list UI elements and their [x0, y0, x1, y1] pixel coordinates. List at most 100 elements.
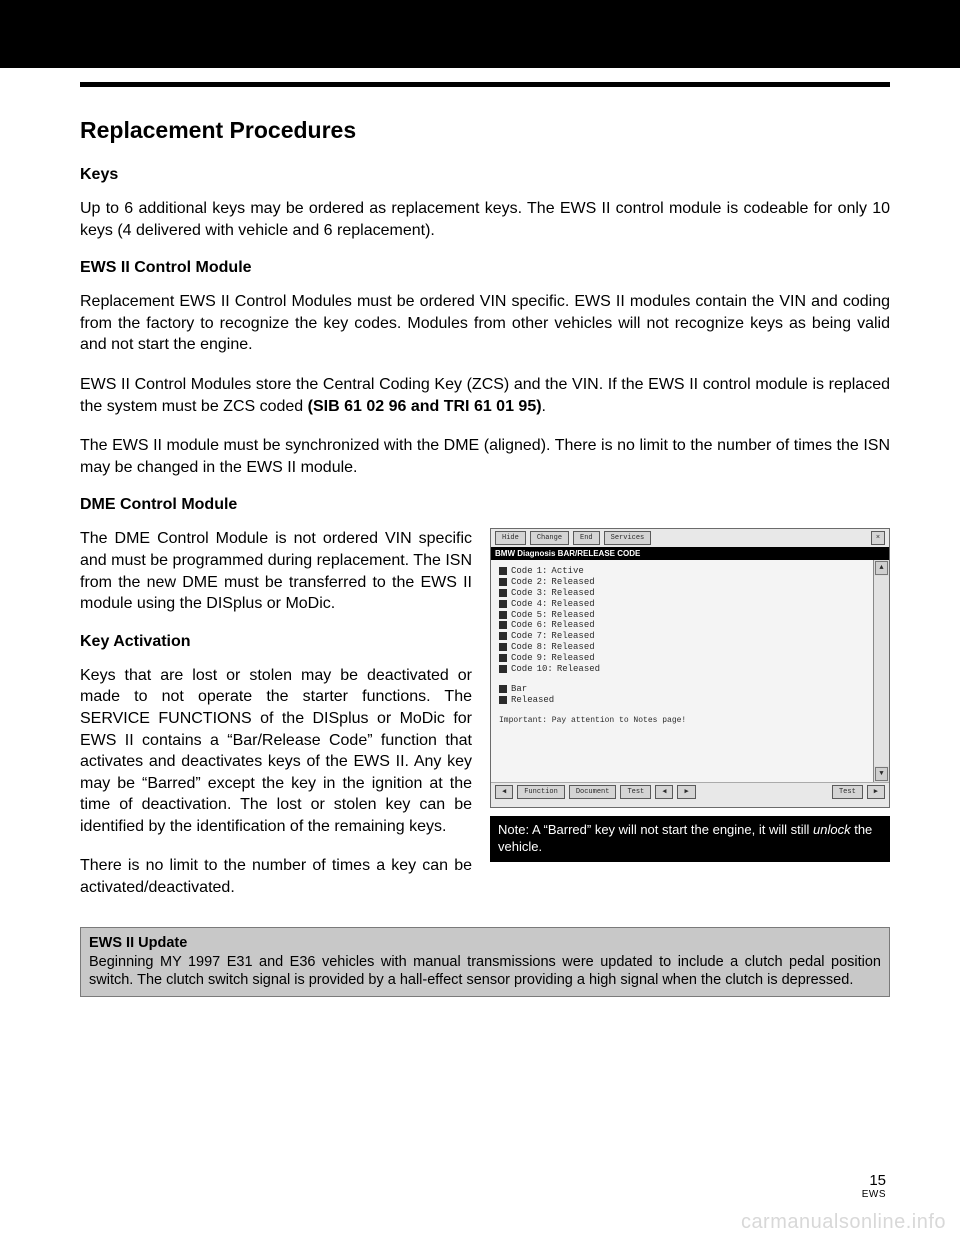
heading-dme: DME Control Module — [80, 496, 890, 514]
code-n: 8: — [537, 642, 548, 653]
ss-arrow-left[interactable]: ◀ — [495, 785, 513, 799]
diagnostic-screenshot: Hide Change End Services × BMW Diagnosis… — [490, 528, 890, 808]
code-icon — [499, 600, 507, 608]
ss-arrow-left2[interactable]: ◀ — [655, 785, 673, 799]
code-status: Released — [551, 653, 594, 664]
watermark: carmanualsonline.info — [741, 1211, 946, 1234]
ss-btn-end[interactable]: End — [573, 531, 600, 545]
code-n: 5: — [537, 610, 548, 621]
code-status: Released — [557, 664, 600, 675]
update-body: Beginning MY 1997 E31 and E36 vehicles w… — [89, 954, 881, 989]
code-label: Code — [511, 653, 533, 664]
code-status: Active — [551, 566, 583, 577]
code-list: Code1:Active Code2:Released Code3:Releas… — [499, 566, 865, 674]
legend-bar-text: Bar — [511, 684, 527, 695]
code-icon — [499, 665, 507, 673]
screenshot-caption: Note: A “Barred” key will not start the … — [490, 816, 890, 862]
code-status: Released — [551, 588, 594, 599]
code-icon — [499, 632, 507, 640]
code-icon — [499, 567, 507, 575]
ss-btn-close[interactable]: × — [871, 531, 885, 545]
code-icon — [499, 589, 507, 597]
paragraph-ews-1: Replacement EWS II Control Modules must … — [80, 291, 890, 356]
code-row: Code 3:Released — [499, 588, 865, 599]
code-label: Code — [511, 566, 533, 577]
page: Replacement Procedures Keys Up to 6 addi… — [0, 0, 960, 1242]
ss-btn-function[interactable]: Function — [517, 785, 565, 799]
code-status: Released — [551, 610, 594, 621]
page-number: 15 — [862, 1172, 886, 1189]
scroll-up-icon[interactable]: ▲ — [875, 561, 888, 575]
screenshot-titlebar: BMW Diagnosis BAR/RELEASE CODE — [491, 547, 889, 560]
caption-em: unlock — [813, 822, 851, 837]
ss-btn-hide[interactable]: Hide — [495, 531, 526, 545]
ss-btn-change[interactable]: Change — [530, 531, 569, 545]
update-lead: EWS II Update — [89, 935, 187, 951]
code-status: Released — [551, 631, 594, 642]
paragraph-ka-2: There is no limit to the number of times… — [80, 855, 472, 898]
heading-key-activation: Key Activation — [80, 633, 472, 651]
content-frame: Replacement Procedures Keys Up to 6 addi… — [80, 82, 890, 997]
legend-icon — [499, 696, 507, 704]
scroll-track[interactable] — [874, 576, 889, 766]
paragraph-ews-2: EWS II Control Modules store the Central… — [80, 374, 890, 417]
code-row: Code 1:Active — [499, 566, 865, 577]
footer-system: EWS — [862, 1189, 886, 1200]
code-n: 2: — [537, 577, 548, 588]
code-n: 10: — [537, 664, 553, 675]
code-row: Code 6:Released — [499, 620, 865, 631]
paragraph-ews-2b: (SIB 61 02 96 and TRI 61 01 95) — [308, 398, 542, 415]
code-label: Code — [511, 588, 533, 599]
screenshot-topbar: Hide Change End Services × — [491, 529, 889, 547]
paragraph-keys-1: Up to 6 additional keys may be ordered a… — [80, 198, 890, 241]
scrollbar[interactable]: ▲ ▼ — [873, 560, 889, 782]
code-label: Code — [511, 664, 533, 675]
paragraph-ews-2c: . — [542, 398, 546, 415]
code-row: Code 4:Released — [499, 599, 865, 610]
screenshot-content: Code1:Active Code2:Released Code3:Releas… — [491, 560, 873, 782]
right-column: Hide Change End Services × BMW Diagnosis… — [490, 528, 890, 916]
code-row: Code7:Released — [499, 631, 865, 642]
ss-btn-test2[interactable]: Test — [832, 785, 863, 799]
code-n: 1: — [537, 566, 548, 577]
page-title: Replacement Procedures — [80, 117, 890, 144]
code-row: Code 9:Released — [499, 653, 865, 664]
paragraph-dme-1: The DME Control Module is not ordered VI… — [80, 528, 472, 614]
heading-keys: Keys — [80, 166, 890, 184]
code-icon — [499, 611, 507, 619]
code-label: Code — [511, 610, 533, 621]
code-n: 9: — [537, 653, 548, 664]
code-n: 4: — [537, 599, 548, 610]
code-row: Code2:Released — [499, 577, 865, 588]
scroll-down-icon[interactable]: ▼ — [875, 767, 888, 781]
ss-arrow-right[interactable]: ▶ — [867, 785, 885, 799]
code-label: Code — [511, 620, 533, 631]
top-white-gap — [0, 68, 960, 82]
legend-released-text: Released — [511, 695, 554, 706]
left-column: The DME Control Module is not ordered VI… — [80, 528, 472, 916]
code-n: 3: — [537, 588, 548, 599]
caption-prefix: Note: A “Barred” key will not start the … — [498, 822, 813, 837]
code-icon — [499, 654, 507, 662]
important-note: Important: Pay attention to Notes page! — [499, 716, 865, 725]
code-label: Code — [511, 642, 533, 653]
code-status: Released — [551, 599, 594, 610]
legend: Bar Released — [499, 684, 865, 706]
code-icon — [499, 578, 507, 586]
ss-btn-services[interactable]: Services — [604, 531, 652, 545]
code-n: 7: — [537, 631, 548, 642]
legend-icon — [499, 685, 507, 693]
code-label: Code — [511, 599, 533, 610]
ss-btn-document[interactable]: Document — [569, 785, 617, 799]
ss-arrow-right2[interactable]: ▶ — [677, 785, 695, 799]
code-row: Code8:Released — [499, 642, 865, 653]
two-column-region: The DME Control Module is not ordered VI… — [80, 528, 890, 916]
code-n: 6: — [537, 620, 548, 631]
paragraph-ews-3: The EWS II module must be synchronized w… — [80, 435, 890, 478]
ss-btn-test1[interactable]: Test — [620, 785, 651, 799]
page-footer: 15 EWS — [862, 1172, 886, 1200]
code-status: Released — [551, 577, 594, 588]
code-status: Released — [551, 620, 594, 631]
code-row: Code 5:Released — [499, 610, 865, 621]
heading-ews-module: EWS II Control Module — [80, 259, 890, 277]
